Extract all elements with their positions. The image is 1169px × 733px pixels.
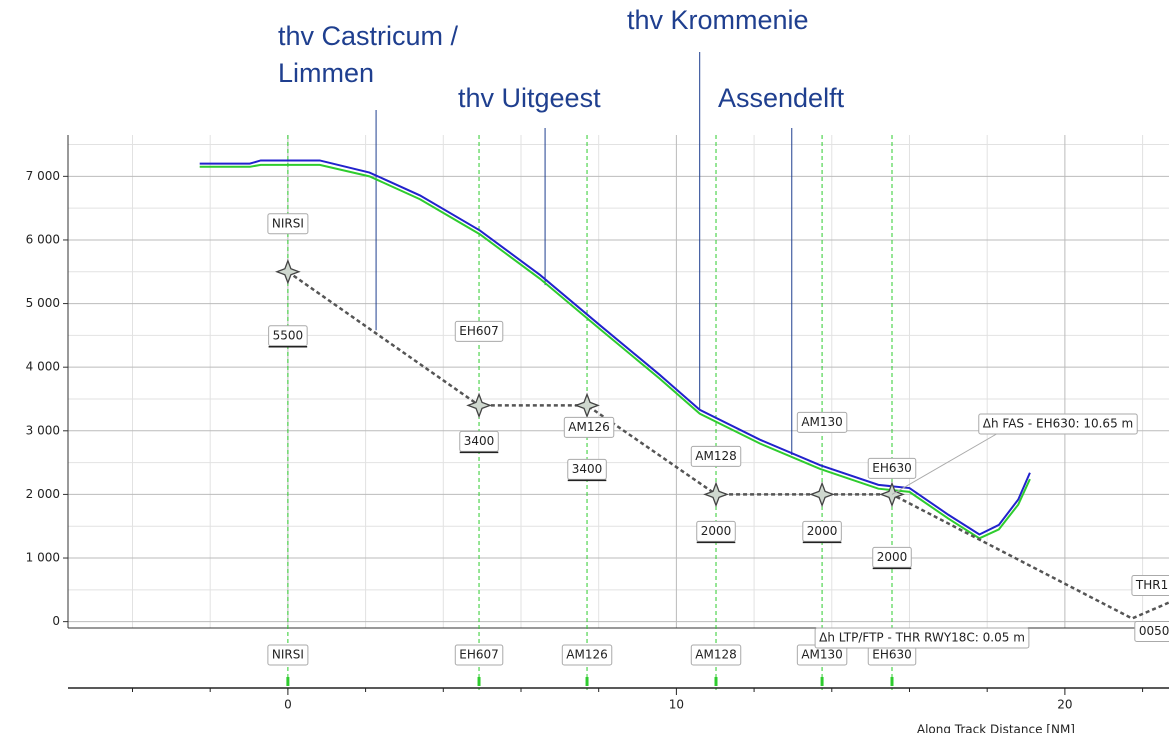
label: NIRSI bbox=[272, 648, 304, 662]
label-box bbox=[696, 520, 736, 542]
label: EH630 bbox=[872, 461, 912, 475]
label: EH607 bbox=[459, 648, 499, 662]
label: 0050 bbox=[1139, 624, 1169, 638]
label-box bbox=[978, 413, 1138, 435]
y-tick-label: 2 000 bbox=[26, 487, 60, 501]
label-box bbox=[267, 644, 309, 666]
y-tick-label: 6 000 bbox=[26, 232, 60, 246]
annotation: thv Castricum / bbox=[278, 21, 459, 51]
annotation: Assendelft bbox=[718, 83, 845, 113]
label: Δh FAS - EH630: 10.65 m bbox=[983, 417, 1133, 431]
annotation: thv Krommenie bbox=[627, 5, 809, 35]
label: AM128 bbox=[695, 648, 736, 662]
y-tick-label: 3 000 bbox=[26, 423, 60, 437]
label: 3400 bbox=[572, 462, 603, 476]
note-leader bbox=[891, 431, 1001, 495]
x-tick-label: 20 bbox=[1057, 698, 1072, 712]
label-box bbox=[454, 644, 504, 666]
label: 2000 bbox=[877, 550, 908, 564]
label-box bbox=[814, 627, 1030, 649]
label: NIRSI bbox=[272, 216, 304, 230]
y-tick-label: 4 000 bbox=[26, 360, 60, 374]
label-box bbox=[567, 458, 607, 480]
label: THR18C bbox=[1135, 578, 1169, 592]
label: AM126 bbox=[568, 420, 609, 434]
label-box bbox=[459, 430, 499, 452]
label: AM128 bbox=[695, 449, 736, 463]
annotation: thv Uitgeest bbox=[458, 83, 601, 113]
label-box bbox=[1131, 574, 1169, 596]
label: 3400 bbox=[464, 434, 495, 448]
label-box bbox=[563, 416, 615, 438]
label-box bbox=[267, 213, 309, 235]
y-tick-label: 1 000 bbox=[26, 551, 60, 565]
label: EH630 bbox=[872, 648, 912, 662]
x-axis-label: Along Track Distance [NM] bbox=[917, 723, 1075, 733]
label: Δh LTP/FTP - THR RWY18C: 0.05 m bbox=[819, 631, 1025, 645]
label: AM130 bbox=[801, 415, 842, 429]
label-box bbox=[690, 644, 742, 666]
series-line bbox=[199, 159, 1031, 536]
y-tick-label: 5 000 bbox=[26, 296, 60, 310]
x-tick-label: 0 bbox=[284, 698, 292, 712]
label: 5500 bbox=[273, 328, 304, 342]
waypoint-marker bbox=[275, 258, 301, 285]
label: EH607 bbox=[459, 324, 499, 338]
label-box bbox=[268, 325, 308, 347]
label: AM130 bbox=[801, 648, 842, 662]
label-box bbox=[1134, 620, 1169, 642]
y-tick-label: 0 bbox=[52, 614, 60, 628]
series-line bbox=[199, 163, 1031, 540]
label-box bbox=[867, 457, 917, 479]
waypoint-marker bbox=[466, 392, 492, 419]
annotation: Limmen bbox=[278, 58, 374, 88]
label-box bbox=[802, 520, 842, 542]
label-box bbox=[561, 644, 613, 666]
y-tick-label: 7 000 bbox=[26, 169, 60, 183]
waypoint-marker bbox=[809, 481, 835, 508]
series-line bbox=[287, 270, 1169, 620]
label: 2000 bbox=[701, 524, 732, 538]
label: 2000 bbox=[807, 524, 838, 538]
label-box bbox=[872, 546, 912, 568]
waypoint-marker bbox=[574, 392, 600, 419]
label-box bbox=[454, 320, 504, 342]
waypoint-marker bbox=[703, 481, 729, 508]
x-tick-label: 10 bbox=[669, 698, 684, 712]
label-box bbox=[796, 411, 848, 433]
label-box bbox=[690, 445, 742, 467]
label: AM126 bbox=[566, 648, 607, 662]
